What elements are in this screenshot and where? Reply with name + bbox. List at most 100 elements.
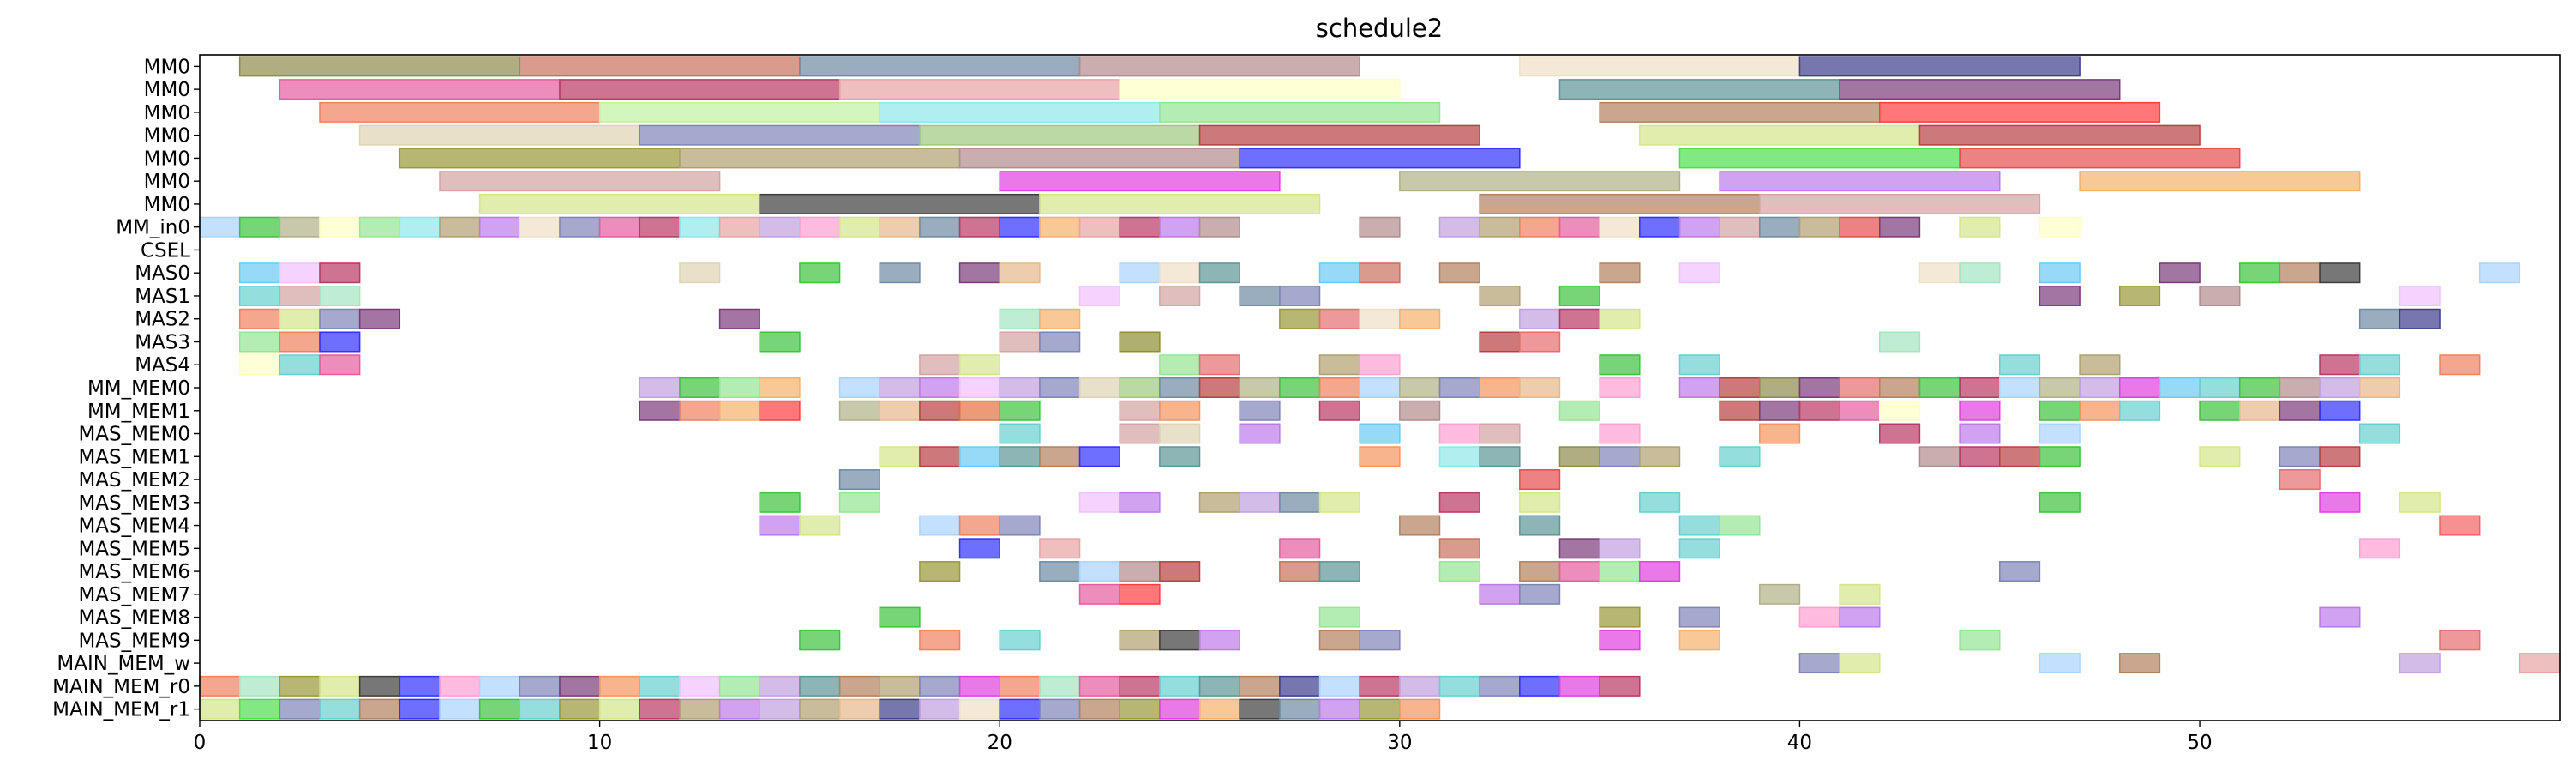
gantt-bar	[2319, 377, 2361, 398]
gantt-bar	[1359, 630, 1401, 651]
gantt-bar	[1519, 515, 1561, 536]
x-axis: 0 10 20 30 40 50	[194, 721, 2213, 754]
gantt-bar	[1918, 446, 1961, 467]
y-tick-label: MM_MEM0	[87, 377, 190, 400]
gantt-bar	[439, 675, 481, 697]
gantt-bar	[1159, 377, 1201, 398]
gantt-bar	[919, 216, 961, 238]
gantt-bar	[2118, 377, 2161, 398]
gantt-bar	[1119, 423, 1161, 444]
gantt-bar	[519, 56, 801, 77]
gantt-bar	[1438, 216, 1480, 238]
gantt-bar	[439, 698, 481, 720]
gantt-bar	[759, 492, 801, 513]
gantt-bar	[2039, 400, 2081, 421]
gantt-bar	[279, 675, 321, 697]
x-tick-label: 30	[1387, 732, 1412, 754]
gantt-bar	[279, 285, 321, 306]
gantt-bar	[1318, 630, 1360, 651]
gantt-bar	[1399, 377, 1441, 398]
gantt-bar	[399, 216, 441, 238]
gantt-bar	[1279, 492, 1321, 513]
gantt-bar	[1798, 606, 1840, 628]
gantt-bar	[279, 262, 321, 284]
gantt-bar	[1119, 377, 1161, 398]
gantt-bar	[958, 148, 1240, 169]
gantt-bar	[718, 698, 761, 720]
gantt-bar	[639, 698, 681, 720]
gantt-bar	[2279, 262, 2321, 284]
gantt-bar	[718, 308, 761, 329]
y-tick-label: MAIN_MEM_w	[57, 653, 190, 675]
gantt-bar	[1119, 492, 1161, 513]
gantt-bar	[1039, 308, 1081, 329]
gantt-bar	[1039, 446, 1081, 467]
gantt-bar	[279, 79, 561, 100]
gantt-bar	[1359, 675, 1401, 697]
gantt-bar	[1759, 216, 1801, 238]
gantt-bar	[2039, 285, 2081, 306]
gantt-bar	[1719, 171, 2001, 192]
gantt-bar	[2199, 446, 2241, 467]
gantt-bar	[1879, 400, 1921, 421]
gantt-bar	[238, 675, 281, 697]
chart-title: schedule2	[1316, 14, 1443, 43]
gantt-bar	[2319, 400, 2361, 421]
gantt-bar	[2319, 606, 2361, 628]
gantt-bar	[478, 698, 521, 720]
gantt-bar	[1119, 698, 1161, 720]
gantt-bar	[1599, 606, 1641, 628]
gantt-bar	[2039, 653, 2081, 674]
gantt-bar	[319, 331, 361, 353]
gantt-bar	[1078, 446, 1120, 467]
gantt-bar	[1399, 400, 1441, 421]
y-tick-label: MM0	[144, 102, 190, 124]
gantt-bar	[1918, 377, 1961, 398]
x-tick-label: 10	[587, 732, 612, 754]
gantt-bar	[1078, 561, 1120, 582]
gantt-bar	[679, 698, 721, 720]
gantt-bar	[879, 400, 921, 421]
gantt-bar	[1558, 308, 1600, 329]
y-tick-label: MAS_MEM7	[78, 584, 190, 606]
gantt-bar	[1039, 216, 1081, 238]
gantt-bar	[759, 400, 801, 421]
gantt-bar	[1438, 262, 1480, 284]
gantt-bar	[958, 216, 1000, 238]
gantt-bar	[1078, 583, 1120, 605]
gantt-bar	[598, 101, 880, 123]
gantt-bar	[2039, 446, 2081, 467]
gantt-bar	[1239, 377, 1281, 398]
gantt-bar	[2358, 538, 2401, 559]
gantt-bar	[279, 354, 321, 376]
gantt-bar	[2039, 377, 2081, 398]
y-axis: MM0MM0MM0MM0MM0MM0MM0MM_in0CSELMAS0MAS1M…	[52, 56, 200, 721]
gantt-bar	[319, 285, 361, 306]
gantt-bar	[838, 79, 1120, 100]
gantt-bar	[759, 515, 801, 536]
gantt-bar	[1519, 308, 1561, 329]
gantt-bar	[1639, 492, 1681, 513]
gantt-bar	[879, 698, 921, 720]
y-tick-label: MAS4	[135, 354, 190, 377]
gantt-bar	[1479, 216, 1521, 238]
y-tick-label: MAS0	[135, 262, 190, 285]
gantt-bar	[238, 285, 281, 306]
gantt-bar	[1639, 446, 1681, 467]
gantt-bar	[358, 124, 641, 146]
gantt-bar	[319, 216, 361, 238]
gantt-bar	[639, 675, 681, 697]
gantt-bar	[639, 400, 681, 421]
gantt-bar	[1318, 606, 1360, 628]
gantt-bar	[799, 56, 1081, 77]
gantt-bar	[1959, 400, 2001, 421]
gantt-bar	[1558, 79, 1840, 100]
gantt-bar	[1359, 377, 1401, 398]
gantt-bar	[919, 124, 1201, 146]
gantt-bar	[958, 354, 1000, 376]
y-tick-label: MM0	[144, 171, 190, 193]
gantt-bar	[238, 56, 521, 77]
gantt-bar	[1759, 400, 1801, 421]
gantt-bar	[1039, 193, 1321, 214]
gantt-bar	[999, 262, 1041, 284]
